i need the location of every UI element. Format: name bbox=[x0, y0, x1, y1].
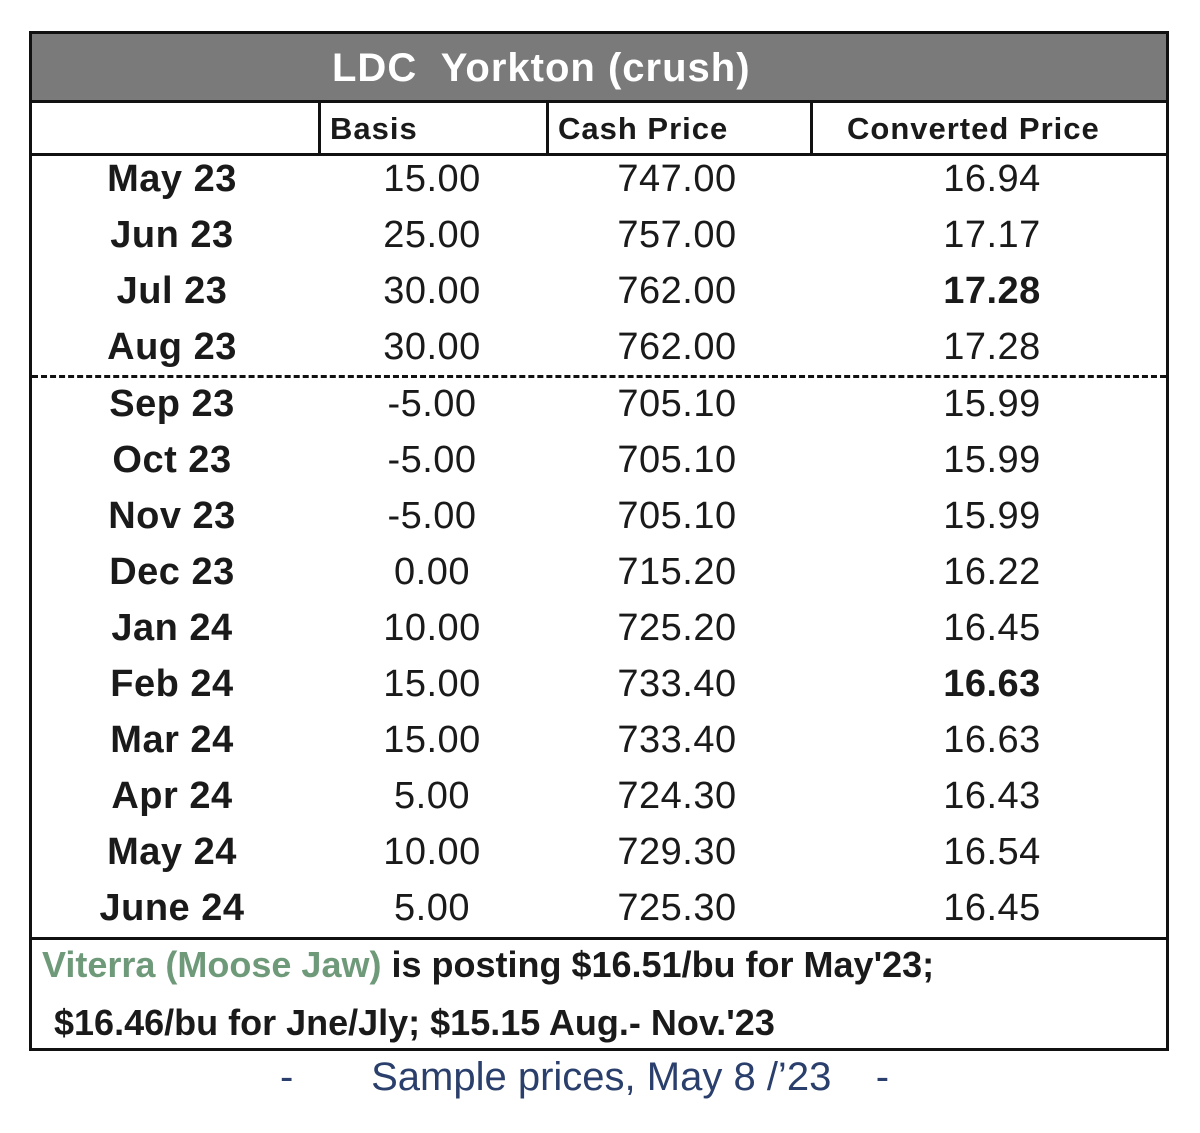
cell-basis: 15.00 bbox=[383, 719, 481, 761]
table-row: Feb 24 15.00 733.40 16.63 bbox=[32, 661, 1166, 717]
header-converted-price: Converted Price bbox=[847, 111, 1100, 146]
cell-month: Sep 23 bbox=[109, 383, 235, 425]
cell-basis: 5.00 bbox=[394, 887, 470, 929]
table-row: Oct 23 -5.00 705.10 15.99 bbox=[32, 437, 1166, 493]
cell-basis: 10.00 bbox=[383, 607, 481, 649]
cell-cash-price: 762.00 bbox=[617, 270, 737, 312]
cell-month: Jun 23 bbox=[110, 214, 234, 256]
cell-basis: 15.00 bbox=[383, 663, 481, 705]
column-divider bbox=[546, 103, 549, 153]
cell-basis: -5.00 bbox=[387, 439, 477, 481]
footer-line-1: Viterra (Moose Jaw) is posting $16.51/bu… bbox=[42, 944, 934, 986]
column-divider bbox=[810, 103, 813, 153]
table-row: Apr 24 5.00 724.30 16.43 bbox=[32, 773, 1166, 829]
footer-line-2: $16.46/bu for Jne/Jly; $15.15 Aug.- Nov.… bbox=[54, 1002, 775, 1043]
cell-converted-price: 16.45 bbox=[943, 887, 1041, 929]
footer-highlight: Viterra (Moose Jaw) bbox=[42, 944, 382, 985]
cell-basis: 30.00 bbox=[383, 326, 481, 368]
cell-cash-price: 705.10 bbox=[617, 383, 737, 425]
table-title: LDC Yorkton (crush) bbox=[332, 46, 751, 90]
header-row: Basis Cash Price Converted Price bbox=[32, 103, 1166, 156]
cell-basis: -5.00 bbox=[387, 383, 477, 425]
cell-cash-price: 705.10 bbox=[617, 495, 737, 537]
table-row: Dec 23 0.00 715.20 16.22 bbox=[32, 549, 1166, 605]
footer-note: Viterra (Moose Jaw) is posting $16.51/bu… bbox=[32, 937, 1166, 1051]
caption: - Sample prices, May 8 /’23 - bbox=[280, 1055, 890, 1099]
table-row: Aug 23 30.00 762.00 17.28 bbox=[32, 324, 1166, 380]
cell-converted-price: 15.99 bbox=[943, 495, 1041, 537]
table-row: Jun 23 25.00 757.00 17.17 bbox=[32, 212, 1166, 268]
cell-cash-price: 724.30 bbox=[617, 775, 737, 817]
table-row: June 24 5.00 725.30 16.45 bbox=[32, 885, 1166, 941]
cell-month: Mar 24 bbox=[110, 719, 234, 761]
cell-converted-price: 16.45 bbox=[943, 607, 1041, 649]
table-row: Jul 23 30.00 762.00 17.28 bbox=[32, 268, 1166, 324]
price-table: LDC Yorkton (crush) Basis Cash Price Con… bbox=[29, 31, 1169, 1051]
cell-cash-price: 733.40 bbox=[617, 719, 737, 761]
cell-basis: 0.00 bbox=[394, 551, 470, 593]
cell-cash-price: 757.00 bbox=[617, 214, 737, 256]
header-basis: Basis bbox=[330, 111, 418, 146]
cell-cash-price: 715.20 bbox=[617, 551, 737, 593]
cell-month: June 24 bbox=[99, 887, 245, 929]
cell-basis: 15.00 bbox=[383, 158, 481, 200]
cell-converted-price: 16.22 bbox=[943, 551, 1041, 593]
cell-basis: 10.00 bbox=[383, 831, 481, 873]
table-row: May 24 10.00 729.30 16.54 bbox=[32, 829, 1166, 885]
cell-converted-price: 16.43 bbox=[943, 775, 1041, 817]
column-divider bbox=[318, 103, 321, 153]
table-row: Mar 24 15.00 733.40 16.63 bbox=[32, 717, 1166, 773]
cell-month: Jan 24 bbox=[111, 607, 233, 649]
cell-month: Dec 23 bbox=[109, 551, 235, 593]
cell-month: May 24 bbox=[107, 831, 237, 873]
cell-converted-price: 16.94 bbox=[943, 158, 1041, 200]
cell-converted-price: 16.54 bbox=[943, 831, 1041, 873]
cell-cash-price: 705.10 bbox=[617, 439, 737, 481]
cell-month: Jul 23 bbox=[116, 270, 228, 312]
table-row: Sep 23 -5.00 705.10 15.99 bbox=[32, 381, 1166, 437]
table-title-bar: LDC Yorkton (crush) bbox=[32, 34, 1166, 103]
cell-month: Aug 23 bbox=[107, 326, 237, 368]
cell-month: Oct 23 bbox=[112, 439, 232, 481]
cell-converted-price: 15.99 bbox=[943, 383, 1041, 425]
cell-cash-price: 725.30 bbox=[617, 887, 737, 929]
cell-cash-price: 747.00 bbox=[617, 158, 737, 200]
cell-month: Nov 23 bbox=[108, 495, 236, 537]
cell-basis: 5.00 bbox=[394, 775, 470, 817]
cell-month: Apr 24 bbox=[111, 775, 233, 817]
cell-converted-price: 17.17 bbox=[943, 214, 1041, 256]
table-row: Jan 24 10.00 725.20 16.45 bbox=[32, 605, 1166, 661]
cell-converted-price: 15.99 bbox=[943, 439, 1041, 481]
cell-converted-price: 16.63 bbox=[943, 663, 1041, 705]
cell-cash-price: 725.20 bbox=[617, 607, 737, 649]
cell-cash-price: 733.40 bbox=[617, 663, 737, 705]
cell-month: May 23 bbox=[107, 158, 237, 200]
cell-basis: -5.00 bbox=[387, 495, 477, 537]
cell-converted-price: 17.28 bbox=[943, 270, 1041, 312]
cell-cash-price: 729.30 bbox=[617, 831, 737, 873]
cell-month: Feb 24 bbox=[110, 663, 234, 705]
season-divider bbox=[32, 375, 1166, 378]
cell-cash-price: 762.00 bbox=[617, 326, 737, 368]
cell-converted-price: 17.28 bbox=[943, 326, 1041, 368]
footer-line-1-rest: is posting $16.51/bu for May'23; bbox=[381, 944, 935, 985]
cell-basis: 25.00 bbox=[383, 214, 481, 256]
table-row: Nov 23 -5.00 705.10 15.99 bbox=[32, 493, 1166, 549]
cell-converted-price: 16.63 bbox=[943, 719, 1041, 761]
table-row: May 23 15.00 747.00 16.94 bbox=[32, 156, 1166, 212]
header-cash-price: Cash Price bbox=[558, 111, 729, 146]
cell-basis: 30.00 bbox=[383, 270, 481, 312]
